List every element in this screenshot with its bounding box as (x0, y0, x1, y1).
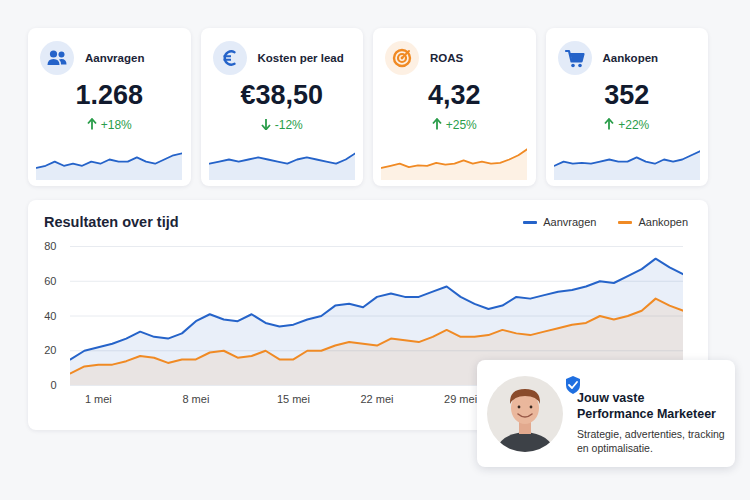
html-text:Aankopen: Aankopen (602, 52, 659, 64)
html-text:Aankopen: Aankopen (638, 216, 688, 228)
html-text:-12%: -12% (274, 118, 303, 132)
svg-text:40: 40 (44, 310, 56, 322)
svg-text:15 mei: 15 mei (277, 393, 310, 405)
svg-text:20: 20 (44, 344, 56, 356)
html-text:1.268: 1.268 (75, 80, 143, 110)
html-text:+22%: +22% (618, 118, 650, 132)
html-text:Aanvragen: Aanvragen (543, 216, 597, 228)
svg-text:0: 0 (50, 379, 56, 391)
svg-text:8 mei: 8 mei (182, 393, 209, 405)
html-text:Aanvragen: Aanvragen (85, 52, 145, 64)
html-text:Jouw vaste Performance Markete: Jouw vaste Performance Marketeer (577, 391, 716, 421)
svg-text:29 mei: 29 mei (444, 393, 477, 405)
html-text:Kosten per lead: Kosten per lead (257, 52, 344, 64)
html-text:Resultaten over tijd: Resultaten over tijd (44, 214, 179, 230)
html-text:Strategie, advertenties, track: Strategie, advertenties, tracking en opt… (577, 428, 725, 454)
svg-text:60: 60 (44, 275, 56, 287)
html-text:4,32: 4,32 (428, 80, 481, 110)
html-text:ROAS: ROAS (430, 52, 464, 64)
svg-text:1 mei: 1 mei (85, 393, 112, 405)
html-text:+25%: +25% (445, 118, 477, 132)
svg-text:22 mei: 22 mei (360, 393, 393, 405)
svg-text:80: 80 (44, 240, 56, 252)
html-text:+18%: +18% (100, 118, 132, 132)
html-text:€38,50: €38,50 (240, 80, 323, 110)
html-text:352: 352 (604, 80, 650, 110)
